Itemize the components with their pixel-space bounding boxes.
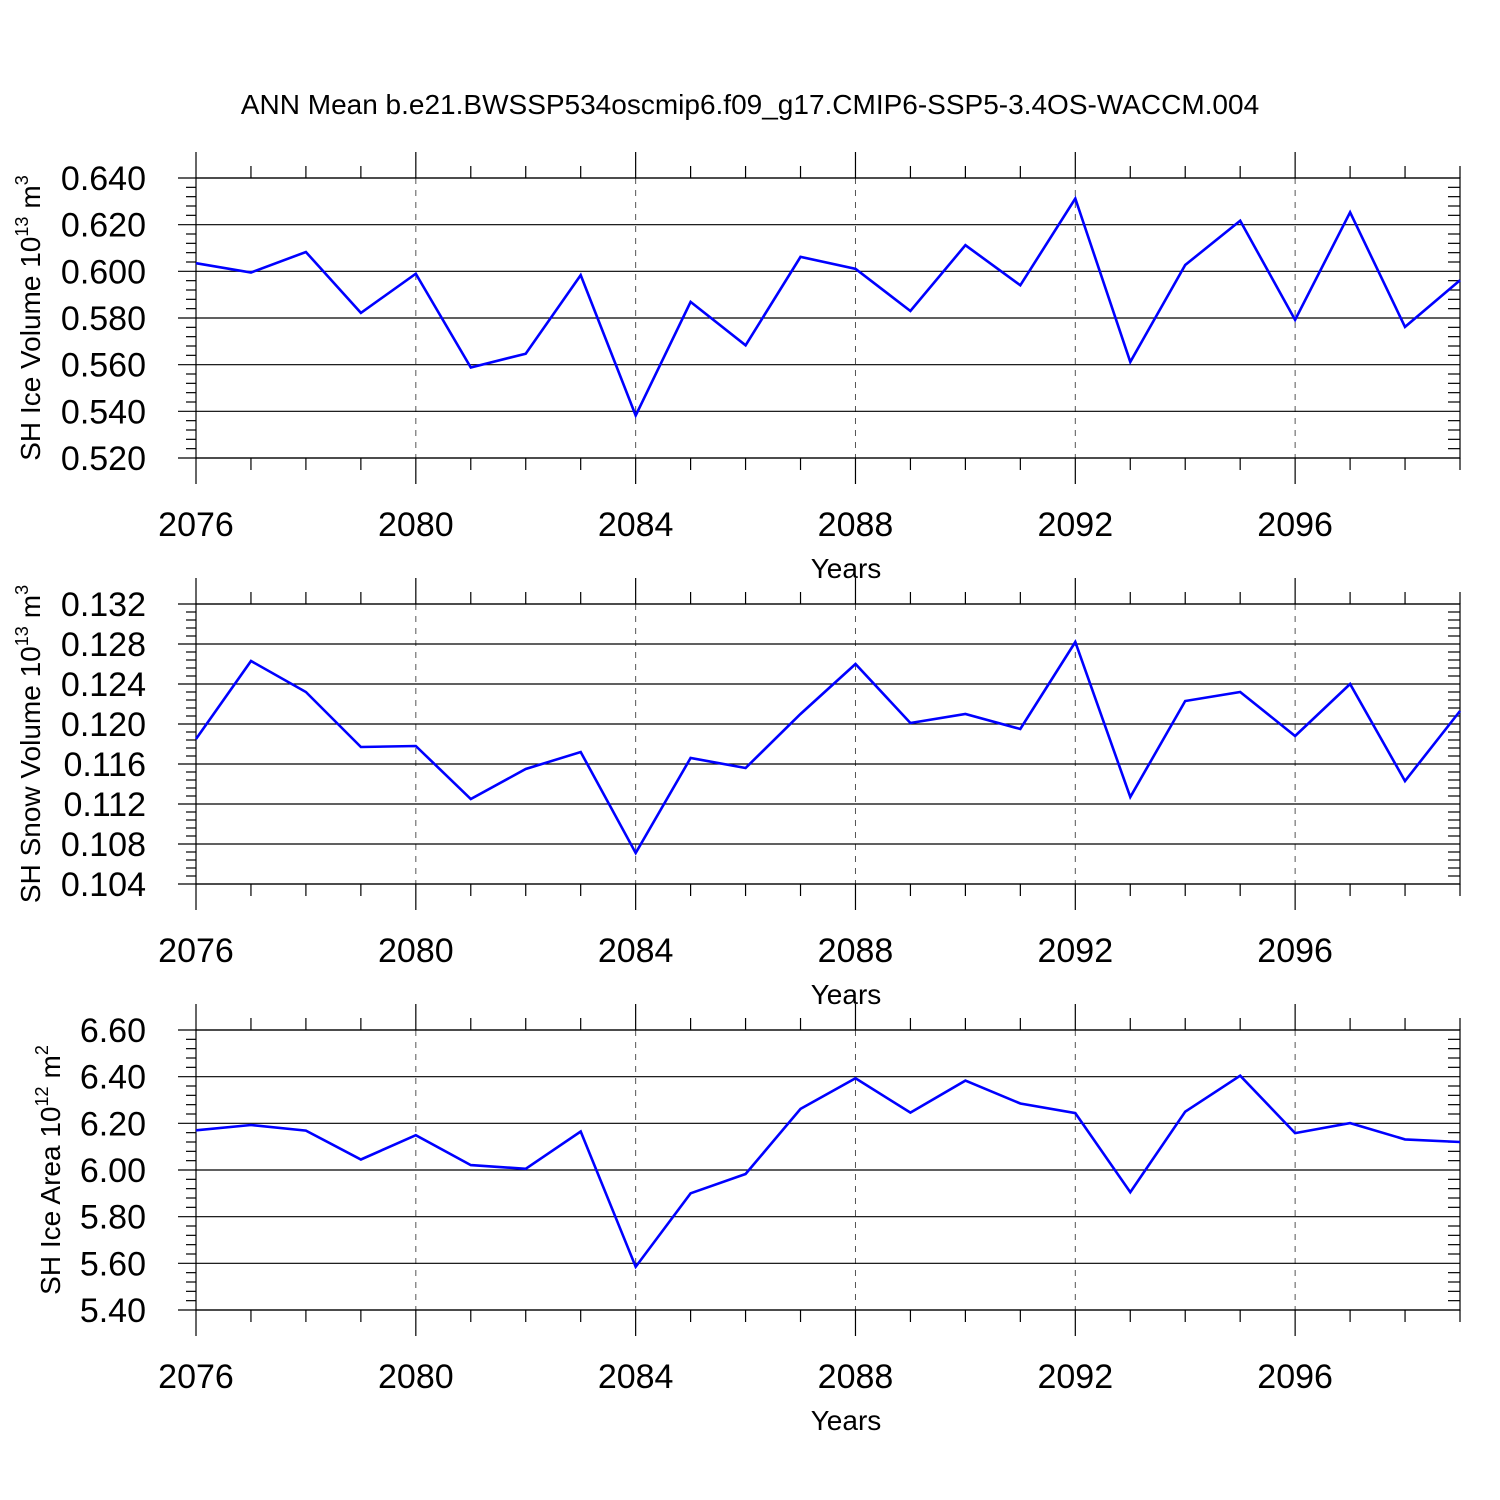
- series-line: [195, 1074, 1461, 1270]
- y-axis-label-unit: m: [15, 185, 46, 208]
- x-tick-label: 2084: [598, 932, 674, 970]
- y-tick-label: 0.128: [61, 626, 146, 664]
- y-tick-label: 0.620: [61, 207, 146, 245]
- y-axis-label-exponent: 13: [12, 626, 32, 646]
- panel-1: 0.520 0.540 0.560 0.580 0.600 0.620 0.640 2076 2…: [12, 152, 1461, 584]
- x-axis-label: Years: [811, 553, 882, 584]
- x-axis-label: Years: [811, 1405, 882, 1436]
- x-tick-label: 2096: [1257, 932, 1333, 970]
- y-tick-label: 6.40: [80, 1059, 146, 1097]
- y-axis-label: SH Ice Area 1012 m2: [32, 1045, 66, 1295]
- y-tick-label: 6.20: [80, 1105, 146, 1143]
- y-tick-label: 0.520: [61, 440, 146, 478]
- y-tick-label: 0.560: [61, 347, 146, 385]
- x-tick-label: 2076: [158, 932, 234, 970]
- y-axis-label: SH Snow Volume 1013 m3: [12, 585, 46, 903]
- x-tick-label: 2088: [818, 932, 894, 970]
- x-tick-label: 2080: [378, 1358, 454, 1396]
- x-tick-label: 2096: [1257, 506, 1333, 544]
- y-tick-label: 0.580: [61, 300, 146, 338]
- y-axis-label-main: SH Snow Volume 10: [15, 646, 46, 903]
- y-axis-label-exponent: 13: [12, 217, 32, 237]
- plot-frame: [195, 603, 1461, 885]
- panels: 0.520 0.540 0.560 0.580 0.600 0.620 0.640 2076 2…: [12, 152, 1462, 1436]
- y-tick-label: 5.60: [80, 1245, 146, 1283]
- x-tick-label: 2092: [1037, 1358, 1113, 1396]
- x-tick-label: 2088: [818, 506, 894, 544]
- series-line: [195, 195, 1461, 419]
- x-tick-label: 2092: [1037, 932, 1113, 970]
- panel-3: 5.40 5.60 5.80 6.00 6.20 6.40 6.60 2076 2080 2084…: [32, 1004, 1461, 1436]
- x-tick-label: 2088: [818, 1358, 894, 1396]
- y-axis-label-unit-exponent: 2: [32, 1045, 52, 1055]
- y-tick-label: 0.132: [61, 586, 146, 624]
- y-tick-label: 5.80: [80, 1199, 146, 1237]
- series-line: [194, 639, 1462, 856]
- x-tick-label: 2076: [158, 1358, 234, 1396]
- y-tick-label: 0.120: [61, 706, 146, 744]
- y-tick-label: 0.600: [61, 253, 146, 291]
- y-tick-label: 0.124: [61, 666, 146, 704]
- y-tick-label: 0.640: [61, 160, 146, 198]
- panel-2: 0.1040.1080.1120.1160.1200.1240.1280.132…: [12, 578, 1462, 1010]
- y-tick-label: 0.540: [61, 393, 146, 431]
- y-axis-label-exponent: 12: [32, 1086, 52, 1106]
- y-tick-label: 6.60: [80, 1012, 146, 1050]
- x-tick-label: 2076: [158, 506, 234, 544]
- y-tick-label: 0.112: [63, 786, 146, 824]
- y-tick-label: 0.116: [63, 746, 146, 784]
- y-tick-label: 0.104: [61, 866, 146, 904]
- x-tick-label: 2096: [1257, 1358, 1333, 1396]
- x-axis-label: Years: [811, 979, 882, 1010]
- x-tick-label: 2080: [378, 932, 454, 970]
- x-tick-label: 2080: [378, 506, 454, 544]
- y-axis-label-unit-exponent: 3: [12, 585, 32, 595]
- y-axis-label-main: SH Ice Volume 10: [15, 237, 46, 461]
- y-axis-label-unit: m: [15, 595, 46, 618]
- y-tick-label: 5.40: [80, 1292, 146, 1330]
- y-axis-label-unit: m: [35, 1055, 66, 1078]
- y-axis-label: SH Ice Volume 1013 m3: [12, 175, 46, 461]
- y-axis-label-unit-exponent: 3: [12, 175, 32, 185]
- figure-title: ANN Mean b.e21.BWSSP534oscmip6.f09_g17.C…: [241, 89, 1259, 120]
- y-tick-label: 0.108: [61, 826, 146, 864]
- x-tick-label: 2084: [598, 506, 674, 544]
- x-tick-label: 2084: [598, 1358, 674, 1396]
- x-tick-label: 2092: [1037, 506, 1113, 544]
- y-axis-label-main: SH Ice Area 10: [35, 1107, 66, 1295]
- y-tick-label: 6.00: [80, 1152, 146, 1190]
